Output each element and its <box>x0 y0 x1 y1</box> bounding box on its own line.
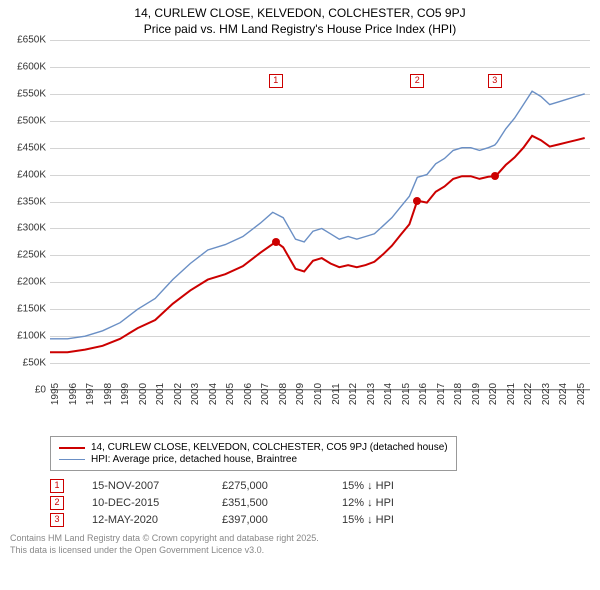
y-tick-label: £650K <box>17 35 46 46</box>
series-layer <box>50 40 590 390</box>
chart-title-address: 14, CURLEW CLOSE, KELVEDON, COLCHESTER, … <box>0 6 600 20</box>
sale-marker-flag: 1 <box>269 74 283 88</box>
footer-line2: This data is licensed under the Open Gov… <box>10 545 590 557</box>
y-tick-label: £250K <box>17 250 46 261</box>
sale-dot <box>491 172 499 180</box>
legend-swatch-hpi <box>59 459 85 460</box>
legend-swatch-property <box>59 447 85 449</box>
sale-date: 12-MAY-2020 <box>92 514 222 526</box>
series-hpi <box>50 91 585 339</box>
sale-diff: 15% ↓ HPI <box>342 480 394 492</box>
sale-marker-3: 3 <box>50 513 64 527</box>
legend-label-property: 14, CURLEW CLOSE, KELVEDON, COLCHESTER, … <box>91 442 448 453</box>
sale-price: £275,000 <box>222 480 342 492</box>
plot-region: £0£50K£100K£150K£200K£250K£300K£350K£400… <box>50 40 590 390</box>
legend-item-property: 14, CURLEW CLOSE, KELVEDON, COLCHESTER, … <box>59 442 448 453</box>
sale-marker-2: 2 <box>50 496 64 510</box>
sale-diff: 15% ↓ HPI <box>342 514 394 526</box>
y-tick-label: £150K <box>17 304 46 315</box>
sales-table: 1 15-NOV-2007 £275,000 15% ↓ HPI 2 10-DE… <box>50 479 590 527</box>
y-tick-label: £550K <box>17 88 46 99</box>
y-tick-label: £200K <box>17 277 46 288</box>
sale-price: £397,000 <box>222 514 342 526</box>
legend-label-hpi: HPI: Average price, detached house, Brai… <box>91 454 297 465</box>
sale-dot <box>413 197 421 205</box>
y-tick-label: £500K <box>17 115 46 126</box>
y-tick-label: £400K <box>17 169 46 180</box>
sale-date: 15-NOV-2007 <box>92 480 222 492</box>
y-tick-label: £0 <box>35 385 46 396</box>
sale-dot <box>272 238 280 246</box>
legend: 14, CURLEW CLOSE, KELVEDON, COLCHESTER, … <box>50 436 457 471</box>
y-tick-label: £350K <box>17 196 46 207</box>
footer-attribution: Contains HM Land Registry data © Crown c… <box>10 533 590 556</box>
sales-row: 3 12-MAY-2020 £397,000 15% ↓ HPI <box>50 513 590 527</box>
sale-diff: 12% ↓ HPI <box>342 497 394 509</box>
y-tick-label: £600K <box>17 61 46 72</box>
sales-row: 2 10-DEC-2015 £351,500 12% ↓ HPI <box>50 496 590 510</box>
series-property <box>50 136 585 352</box>
sales-row: 1 15-NOV-2007 £275,000 15% ↓ HPI <box>50 479 590 493</box>
y-tick-label: £100K <box>17 331 46 342</box>
chart-area: £0 £50K £100K £150K £200K £250K £300K £350K £400… <box>0 40 600 430</box>
chart-subtitle: Price paid vs. HM Land Registry's House … <box>0 22 600 36</box>
legend-item-hpi: HPI: Average price, detached house, Brai… <box>59 454 448 465</box>
y-tick-label: £450K <box>17 142 46 153</box>
chart-container: 14, CURLEW CLOSE, KELVEDON, COLCHESTER, … <box>0 0 600 590</box>
y-tick-label: £50K <box>23 358 46 369</box>
y-tick-label: £300K <box>17 223 46 234</box>
sale-date: 10-DEC-2015 <box>92 497 222 509</box>
sale-marker-flag: 2 <box>410 74 424 88</box>
sale-marker-1: 1 <box>50 479 64 493</box>
sale-price: £351,500 <box>222 497 342 509</box>
footer-line1: Contains HM Land Registry data © Crown c… <box>10 533 590 545</box>
title-block: 14, CURLEW CLOSE, KELVEDON, COLCHESTER, … <box>0 0 600 40</box>
sale-marker-flag: 3 <box>488 74 502 88</box>
